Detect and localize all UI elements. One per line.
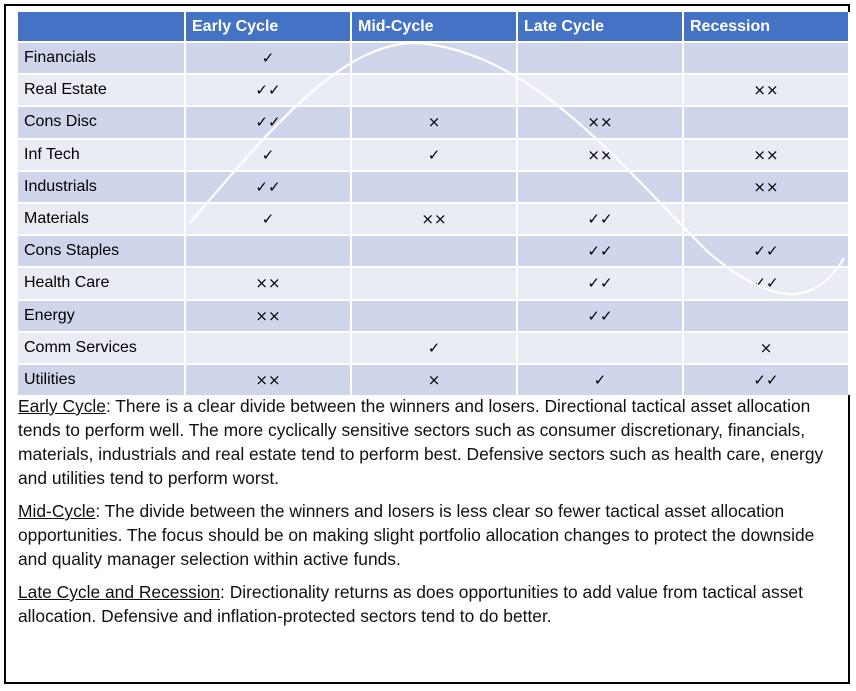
- note-early-cycle: Early Cycle: There is a clear divide bet…: [18, 394, 848, 490]
- rating-mid: [351, 73, 518, 107]
- note-term: Mid-Cycle: [18, 501, 96, 521]
- sector-name: Financials: [18, 40, 186, 75]
- header-late-cycle: Late Cycle: [517, 12, 684, 42]
- header-mid-cycle: Mid-Cycle: [351, 12, 518, 42]
- table-row: Financials ✓: [18, 40, 850, 75]
- table-row: Utilities ×× × ✓ ✓✓: [18, 362, 850, 396]
- rating-mid: [351, 169, 518, 203]
- rating-mid: ×: [351, 362, 518, 396]
- rating-recession: ✓✓: [683, 362, 850, 396]
- table-row: Energy ×× ✓✓: [18, 298, 850, 332]
- note-text: : The divide between the winners and los…: [18, 501, 815, 569]
- rating-early: ××: [185, 362, 352, 396]
- table-header-row: Early Cycle Mid-Cycle Late Cycle Recessi…: [18, 12, 850, 42]
- sector-cycle-table: Early Cycle Mid-Cycle Late Cycle Recessi…: [18, 12, 850, 396]
- rating-early: ✓✓: [185, 73, 352, 107]
- table-row: Health Care ×× ✓✓ ✓✓: [18, 266, 850, 300]
- rating-recession: ××: [683, 73, 850, 107]
- note-late-cycle-recession: Late Cycle and Recession: Directionality…: [18, 580, 848, 628]
- rating-mid: ✓: [351, 330, 518, 364]
- rating-early: ××: [185, 298, 352, 332]
- rating-early: ××: [185, 266, 352, 300]
- rating-late: [517, 40, 684, 75]
- note-term: Early Cycle: [18, 396, 106, 416]
- table-row: Cons Staples ✓✓ ✓✓: [18, 234, 850, 268]
- note-term: Late Cycle and Recession: [18, 582, 221, 602]
- rating-late: ✓✓: [517, 201, 684, 236]
- sector-name: Cons Disc: [18, 105, 186, 139]
- rating-mid: ✓: [351, 137, 518, 171]
- rating-late: ✓✓: [517, 234, 684, 268]
- rating-early: ✓: [185, 40, 352, 75]
- table-row: Materials ✓ ×× ✓✓: [18, 201, 850, 236]
- table-row: Inf Tech ✓ ✓ ×× ××: [18, 137, 850, 171]
- rating-early: [185, 330, 352, 364]
- table-row: Comm Services ✓ ×: [18, 330, 850, 364]
- rating-late: ✓: [517, 362, 684, 396]
- sector-name: Utilities: [18, 362, 186, 396]
- table-row: Real Estate ✓✓ ××: [18, 73, 850, 107]
- rating-early: ✓: [185, 137, 352, 171]
- sector-name: Industrials: [18, 169, 186, 203]
- slide-frame: Early Cycle Mid-Cycle Late Cycle Recessi…: [4, 4, 850, 684]
- rating-late: ✓✓: [517, 266, 684, 300]
- rating-recession: [683, 105, 850, 139]
- header-recession: Recession: [683, 12, 850, 42]
- sector-name: Cons Staples: [18, 234, 186, 268]
- sector-cycle-table-wrap: Early Cycle Mid-Cycle Late Cycle Recessi…: [18, 12, 850, 396]
- cycle-notes: Early Cycle: There is a clear divide bet…: [18, 394, 848, 637]
- rating-recession: ✓✓: [683, 266, 850, 300]
- header-early-cycle: Early Cycle: [185, 12, 352, 42]
- rating-recession: [683, 40, 850, 75]
- table-row: Cons Disc ✓✓ × ××: [18, 105, 850, 139]
- sector-name: Real Estate: [18, 73, 186, 107]
- rating-late: ✓✓: [517, 298, 684, 332]
- note-text: : Directionality returns as does opportu…: [18, 582, 803, 626]
- sector-name: Energy: [18, 298, 186, 332]
- rating-recession: ×: [683, 330, 850, 364]
- sector-name: Materials: [18, 201, 186, 236]
- sector-name: Health Care: [18, 266, 186, 300]
- rating-recession: ××: [683, 169, 850, 203]
- rating-mid: [351, 298, 518, 332]
- table-row: Industrials ✓✓ ××: [18, 169, 850, 203]
- rating-late: ××: [517, 137, 684, 171]
- rating-early: [185, 234, 352, 268]
- rating-mid: [351, 266, 518, 300]
- rating-late: ××: [517, 105, 684, 139]
- rating-recession: ××: [683, 137, 850, 171]
- rating-late: [517, 73, 684, 107]
- rating-mid: ××: [351, 201, 518, 236]
- header-corner: [18, 12, 186, 42]
- rating-recession: ✓✓: [683, 234, 850, 268]
- rating-late: [517, 169, 684, 203]
- rating-mid: [351, 234, 518, 268]
- note-mid-cycle: Mid-Cycle: The divide between the winner…: [18, 499, 848, 571]
- rating-recession: [683, 201, 850, 236]
- sector-name: Inf Tech: [18, 137, 186, 171]
- rating-early: ✓: [185, 201, 352, 236]
- rating-late: [517, 330, 684, 364]
- rating-early: ✓✓: [185, 105, 352, 139]
- rating-mid: [351, 40, 518, 75]
- rating-early: ✓✓: [185, 169, 352, 203]
- sector-name: Comm Services: [18, 330, 186, 364]
- rating-recession: [683, 298, 850, 332]
- note-text: : There is a clear divide between the wi…: [18, 396, 824, 488]
- rating-mid: ×: [351, 105, 518, 139]
